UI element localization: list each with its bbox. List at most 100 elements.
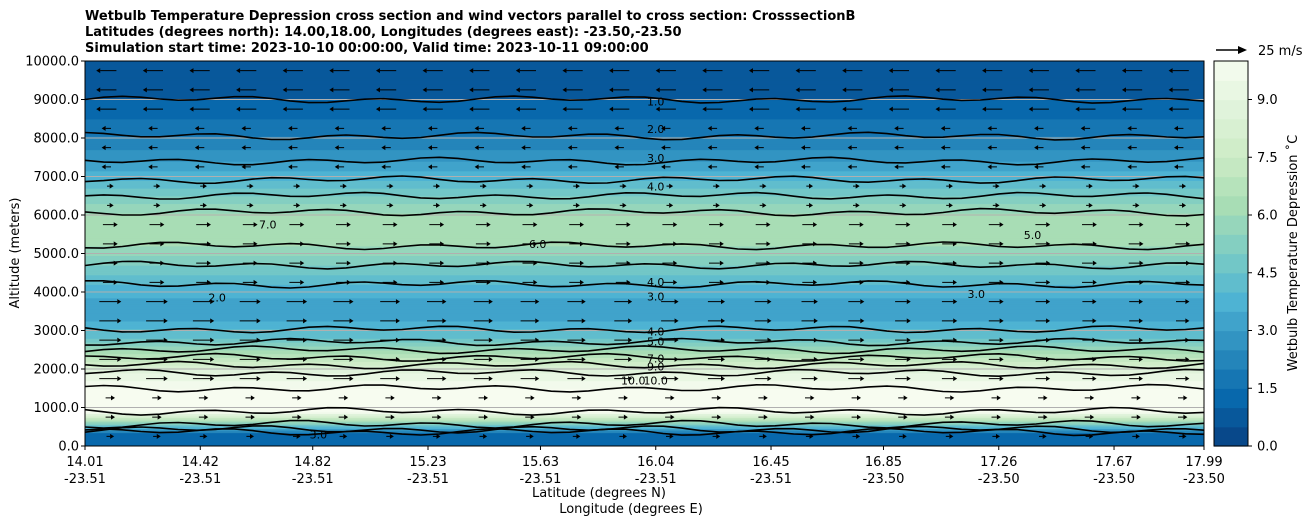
wind-vector-head <box>719 241 724 247</box>
wind-vector-head <box>533 222 538 228</box>
wind-vector-head <box>1127 125 1132 131</box>
wind-vector-head <box>1186 222 1191 228</box>
wind-vector-head <box>670 414 675 420</box>
contour-band <box>85 297 1204 301</box>
wind-vector-head <box>101 125 106 131</box>
wind-vector-head <box>111 395 116 401</box>
wind-vector-head <box>469 68 474 74</box>
wind-vector-head <box>982 87 987 93</box>
wind-vector-head <box>952 260 957 266</box>
wind-vector-head <box>440 222 445 228</box>
wind-vector-head <box>995 433 1000 439</box>
wind-vector-head <box>995 202 1000 208</box>
wind-vector-head <box>535 299 540 305</box>
contour-label: 3.0 <box>647 152 665 165</box>
wind-vector-head <box>1090 395 1095 401</box>
wind-vector-head <box>1028 106 1033 112</box>
wind-vector-head <box>674 318 679 324</box>
wind-vector-head <box>842 68 847 74</box>
wind-vector-head <box>297 395 302 401</box>
contour-band <box>85 241 1204 245</box>
wind-vector-head <box>1092 222 1097 228</box>
wind-vector-head <box>748 87 753 93</box>
y-tick-label: 9000.0 <box>34 93 80 108</box>
contour-band <box>85 238 1204 241</box>
wind-vector-head <box>894 125 899 131</box>
wind-vector-head <box>953 299 958 305</box>
contour-band <box>85 132 1204 135</box>
contour-band <box>85 236 1204 239</box>
wind-vector-head <box>674 356 679 362</box>
wind-vector-head <box>393 260 398 266</box>
contour-band <box>85 365 1204 368</box>
wind-vector-head <box>1088 183 1093 189</box>
wind-vector-head <box>623 414 628 420</box>
wind-vector-head <box>156 202 161 208</box>
contour-band <box>85 307 1204 310</box>
contour-band <box>85 253 1204 257</box>
wind-vector-head <box>810 395 815 401</box>
x-tick-label-latitude: 17.67 <box>1095 455 1132 470</box>
wind-vector-head <box>576 433 581 439</box>
colorbar-segment <box>1214 138 1248 158</box>
contour-band <box>85 274 1204 278</box>
contour-band <box>85 436 1204 439</box>
wind-vector-head <box>581 376 586 382</box>
wind-vector-head <box>250 414 255 420</box>
wind-vector-head <box>113 279 118 285</box>
wind-vector-head <box>427 125 432 131</box>
contour-band <box>85 166 1204 170</box>
wind-vector-head <box>117 376 122 382</box>
wind-vector-head <box>156 183 161 189</box>
wind-vector-head <box>906 279 911 285</box>
wind-vector-head <box>813 376 818 382</box>
wind-vector-head <box>342 183 347 189</box>
wind-vector-head <box>303 299 308 305</box>
contour-band <box>85 303 1204 307</box>
contour-band <box>85 249 1204 253</box>
wind-vector-head <box>349 318 354 324</box>
wind-vector-head <box>1139 279 1144 285</box>
wind-vector-head <box>999 241 1004 247</box>
contour-band <box>85 432 1204 436</box>
wind-vector-head <box>952 279 957 285</box>
contour-band <box>85 428 1204 432</box>
wind-vector-head <box>903 395 908 401</box>
wind-vector-head <box>996 395 1001 401</box>
wind-vector-head <box>754 164 759 170</box>
wind-vector-head <box>673 241 678 247</box>
wind-vector-head <box>427 145 432 151</box>
wind-vector-head <box>754 125 759 131</box>
wind-vector-head <box>249 183 254 189</box>
contour-band <box>85 345 1204 349</box>
contour-band <box>85 114 1204 118</box>
contour-band <box>85 182 1204 185</box>
wind-vector-head <box>767 356 772 362</box>
contour-label: 2.0 <box>647 123 665 136</box>
wind-vector-head <box>623 395 628 401</box>
colorbar-segment <box>1214 407 1248 428</box>
contour-band <box>85 218 1204 222</box>
colorbar-segment <box>1214 99 1248 120</box>
wind-vector-head <box>762 183 767 189</box>
wind-vector-head <box>763 414 768 420</box>
wind-vector-head <box>707 164 712 170</box>
wind-vector-head <box>1089 433 1094 439</box>
contour-band <box>85 301 1204 305</box>
wind-vector-head <box>535 318 540 324</box>
wind-vector-head <box>999 299 1004 305</box>
wind-vector-head <box>469 87 474 93</box>
contour-line <box>85 325 1204 334</box>
wind-vector-head <box>250 395 255 401</box>
contour-band <box>85 145 1204 149</box>
wind-vector-head <box>622 183 627 189</box>
wind-vector-head <box>1092 279 1097 285</box>
wind-vector-head <box>622 433 627 439</box>
x-tick-label-longitude: -23.51 <box>407 472 449 487</box>
wind-vector-head <box>256 337 261 343</box>
wind-vector-head <box>329 87 334 93</box>
contour-band <box>85 276 1204 280</box>
contour-band <box>85 199 1204 203</box>
contour-band <box>85 93 1204 97</box>
wind-vector-head <box>847 125 852 131</box>
